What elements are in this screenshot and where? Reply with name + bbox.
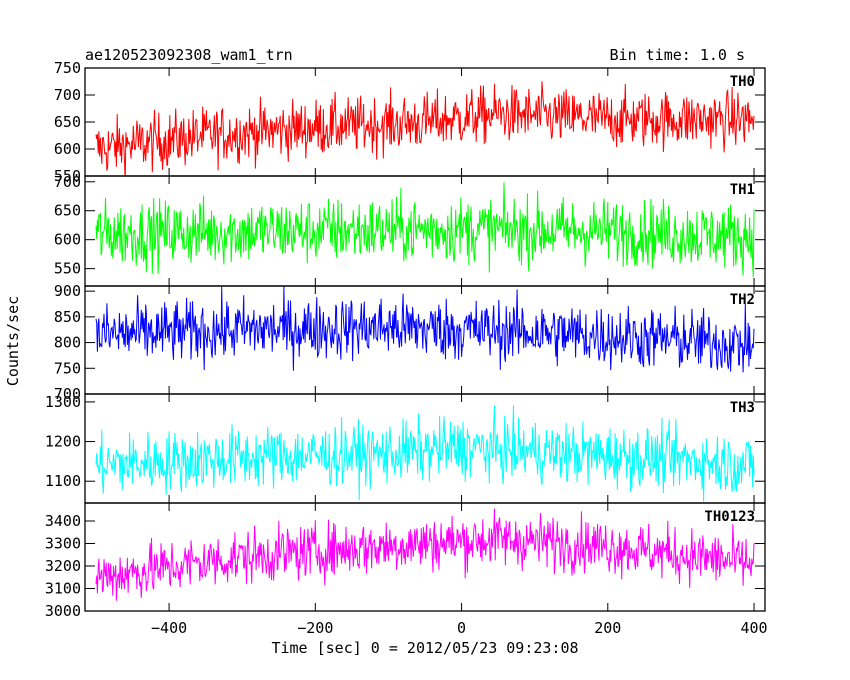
y-tick-label: 3200 [45,557,81,575]
y-tick-label: 750 [54,359,81,377]
panel-label-th3: TH3 [730,400,755,416]
y-tick-label: 550 [54,167,81,185]
x-tick-label: 400 [740,619,767,637]
panel-label-th2: TH2 [730,292,755,308]
panel-label-th1: TH1 [730,182,755,198]
y-tick-label: 3000 [45,602,81,620]
y-tick-label: 850 [54,308,81,326]
y-tick-label: 3300 [45,535,81,553]
series-th3-line [95,405,755,502]
panel-label-th0123: TH0123 [704,509,755,525]
chart-title-left: ae120523092308_wam1_trn [85,46,293,64]
x-axis-label: Time [sec] 0 = 2012/05/23 09:23:08 [271,639,578,657]
y-tick-label: 600 [54,231,81,249]
y-tick-label: 1200 [45,433,81,451]
panels-group: 550 600 650 700 750 TH0 550 600 650 700 TH1 700 750 8… [45,59,768,637]
y-tick-label: 3100 [45,580,81,598]
y-tick-label: 900 [54,282,81,300]
x-tick-label: 200 [594,619,621,637]
x-tick-label: −400 [151,619,187,637]
y-tick-label: 800 [54,334,81,352]
panel-frame-th0123 [84,502,766,612]
x-tick-label: 0 [457,619,466,637]
y-tick-label: 650 [54,113,81,131]
y-tick-label: 750 [54,59,81,77]
y-axis-label: Counts/sec [4,296,22,386]
series-th0-line [95,81,755,176]
x-tick-label: −200 [297,619,333,637]
series-th0123-line [95,508,755,601]
series-th2-line [95,286,755,373]
y-tick-label: 1300 [45,393,81,411]
y-tick-label: 600 [54,140,81,158]
y-tick-label: 550 [54,260,81,278]
chart-title-right: Bin time: 1.0 s [610,46,745,64]
y-tick-label: 700 [54,385,81,403]
y-tick-label: 700 [54,86,81,104]
panel-label-th0: TH0 [730,74,755,90]
y-tick-label: 1100 [45,472,81,490]
series-th1-line [95,182,755,278]
y-tick-label: 3400 [45,512,81,530]
y-tick-label: 700 [54,173,81,191]
y-tick-label: 650 [54,202,81,220]
